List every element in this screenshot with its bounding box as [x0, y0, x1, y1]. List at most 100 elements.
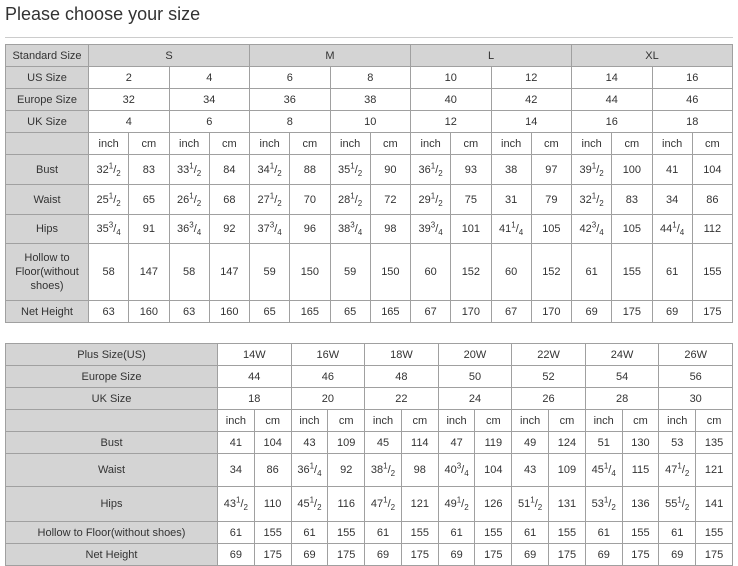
measurement-cell: 155	[327, 521, 366, 544]
measurement-cell: 83	[128, 154, 170, 185]
row-label: Hollow to Floor(without shoes)	[5, 243, 89, 301]
measurement-cell: 75	[450, 184, 492, 215]
size-cell: 8	[329, 66, 411, 89]
unit-cell: cm	[128, 132, 170, 155]
measurement-cell: 34	[651, 184, 693, 215]
size-row-uk: UK Size 4 6 8 10 12 14 16 18	[5, 110, 733, 133]
measurement-cell: 116	[327, 486, 366, 522]
measurement-cell: 471/2	[364, 486, 402, 522]
size-cell: 20	[290, 387, 366, 410]
measurement-cell: 100	[611, 154, 653, 185]
size-row-standard: Standard Size S M L XL	[5, 44, 733, 67]
row-label: US Size	[5, 66, 89, 89]
size-row-plus: Plus Size(US) 14W 16W 18W 20W 22W 24W 26W	[5, 343, 733, 366]
row-label: Hips	[5, 214, 89, 244]
size-cell: 42	[490, 88, 572, 111]
unit-cell: inch	[290, 409, 329, 432]
measurement-cell: 175	[695, 543, 733, 566]
measurement-cell: 98	[369, 214, 412, 244]
measurement-cell: 43	[290, 431, 329, 454]
size-cell: 12	[490, 66, 572, 89]
size-cell: 38	[329, 88, 411, 111]
measurement-cell: 361/4	[290, 453, 329, 487]
unit-cell: cm	[691, 132, 734, 155]
measurement-cell: 152	[450, 243, 492, 301]
measurement-cell: 491/2	[437, 486, 476, 522]
row-label	[5, 409, 218, 432]
size-cell: 48	[364, 365, 439, 388]
unit-cell: cm	[621, 409, 660, 432]
measurement-cell: 69	[658, 543, 697, 566]
size-cell: 14	[571, 66, 653, 89]
measurement-cell: 83	[611, 184, 653, 215]
measurement-cell: 170	[450, 300, 492, 323]
measurement-cell: 441/4	[651, 214, 693, 244]
measurement-cell: 175	[691, 300, 734, 323]
measurement-cell: 92	[208, 214, 251, 244]
measurement-cell: 47	[437, 431, 476, 454]
measurement-cell: 155	[548, 521, 586, 544]
unit-cell: inch	[437, 409, 476, 432]
size-cell: 14W	[217, 343, 292, 366]
unit-cell: inch	[490, 132, 532, 155]
measurement-cell: 281/2	[329, 184, 371, 215]
measurement-cell: 105	[530, 214, 573, 244]
measurement-cell: 60	[490, 243, 532, 301]
measurement-cell: 61	[584, 521, 623, 544]
measurement-cell: 79	[530, 184, 573, 215]
measurement-cell: 58	[168, 243, 210, 301]
size-cell: 22W	[511, 343, 586, 366]
measurement-row: Net Height 69 175 69 175 69 175 69 175 69 175 69 175…	[5, 543, 733, 566]
measurement-cell: 93	[450, 154, 492, 185]
measurement-cell: 45	[364, 431, 402, 454]
unit-cell: cm	[289, 132, 331, 155]
measurement-cell: 393/4	[409, 214, 452, 244]
measurement-cell: 175	[611, 300, 653, 323]
size-cell: 10	[329, 110, 411, 133]
measurement-cell: 69	[651, 300, 693, 323]
measurement-cell: 431/2	[217, 486, 255, 522]
unit-row: inch cm inch cm inch cm inch cm inch cm inch cm inch…	[5, 132, 734, 155]
measurement-cell: 110	[253, 486, 292, 522]
measurement-cell: 160	[128, 300, 170, 323]
measurement-cell: 150	[289, 243, 331, 301]
unit-cell: cm	[530, 132, 573, 155]
row-label	[5, 132, 89, 155]
standard-size-table: Standard Size S M L XL US Size 2 4 6 8 10 12 14 16 Eur…	[5, 44, 734, 323]
measurement-cell: 175	[400, 543, 439, 566]
measurement-cell: 86	[691, 184, 734, 215]
size-cell: L	[410, 44, 572, 67]
measurement-cell: 155	[691, 243, 734, 301]
measurement-cell: 69	[290, 543, 329, 566]
measurement-cell: 451/4	[584, 453, 623, 487]
size-cell: 46	[651, 88, 733, 111]
measurement-cell: 104	[253, 431, 292, 454]
unit-cell: cm	[474, 409, 513, 432]
row-label: Standard Size	[5, 44, 89, 67]
measurement-cell: 43	[511, 453, 550, 487]
measurement-cell: 361/2	[409, 154, 452, 185]
size-cell: 34	[168, 88, 250, 111]
row-label: UK Size	[5, 387, 218, 410]
measurement-cell: 261/2	[168, 184, 210, 215]
unit-cell: cm	[548, 409, 586, 432]
size-cell: M	[249, 44, 411, 67]
measurement-cell: 101	[450, 214, 492, 244]
size-cell: 44	[217, 365, 292, 388]
measurement-row: Net Height 63 160 63 160 65 165 65 165 67 170 67 170…	[5, 300, 734, 323]
measurement-row: Waist 34 86 361/4 92 381/2 98 403/4 104 43 109 451/…	[5, 453, 733, 487]
plus-size-table: Plus Size(US) 14W 16W 18W 20W 22W 24W 26W Europe…	[5, 343, 733, 566]
measurement-cell: 160	[208, 300, 251, 323]
measurement-row: Hollow to Floor(without shoes) 58 147 58 147…	[5, 243, 734, 301]
size-cell: 16	[571, 110, 653, 133]
row-label: Europe Size	[5, 365, 218, 388]
unit-cell: inch	[409, 132, 452, 155]
measurement-cell: 61	[437, 521, 476, 544]
unit-cell: cm	[450, 132, 492, 155]
unit-cell: inch	[248, 132, 291, 155]
measurement-cell: 96	[289, 214, 331, 244]
measurement-row: Waist 251/2 65 261/2 68 271/2 70 281/2 72 291/2 75…	[5, 184, 734, 215]
measurement-cell: 91	[128, 214, 170, 244]
measurement-cell: 411/4	[490, 214, 532, 244]
measurement-cell: 291/2	[409, 184, 452, 215]
